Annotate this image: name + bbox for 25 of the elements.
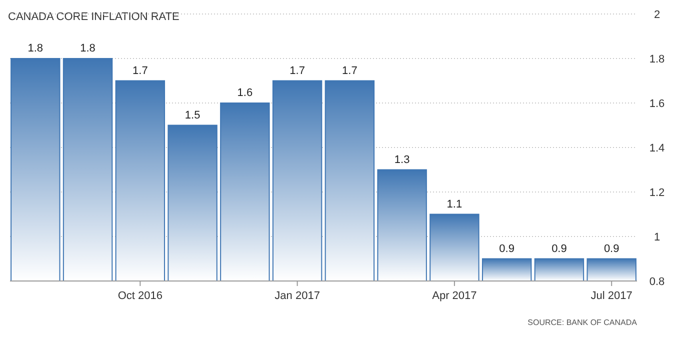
data-label: 1.7 (290, 64, 305, 77)
data-label: 1.7 (342, 64, 358, 77)
x-tick-label: Oct 2016 (118, 290, 162, 302)
y-tick-label: 2 (654, 9, 660, 21)
x-tick-label: Apr 2017 (432, 290, 477, 302)
y-tick-label: 1.2 (649, 187, 665, 199)
source-note: SOURCE: BANK OF CANADA (528, 318, 638, 327)
data-label: 1.1 (446, 198, 462, 210)
x-tick-label: Jul 2017 (590, 290, 632, 302)
chart-title: CANADA CORE INFLATION RATE (8, 11, 180, 23)
data-label: 0.9 (499, 242, 514, 255)
y-tick-label: 0.8 (649, 276, 665, 288)
data-label: 1.5 (184, 109, 200, 122)
x-tick-label: Jan 2017 (274, 290, 320, 302)
data-label: 1.6 (237, 87, 253, 99)
y-tick-label: 1.4 (649, 142, 665, 154)
data-label: 1.8 (80, 42, 96, 54)
y-tick-label: 1.6 (649, 98, 665, 110)
data-label: 1.8 (28, 42, 44, 54)
data-label: 1.3 (394, 154, 410, 166)
y-tick-label: 1 (654, 232, 660, 244)
data-label: 0.9 (552, 242, 567, 255)
data-label: 0.9 (604, 242, 620, 255)
data-label: 1.7 (132, 64, 148, 77)
y-tick-label: 1.8 (649, 54, 665, 66)
